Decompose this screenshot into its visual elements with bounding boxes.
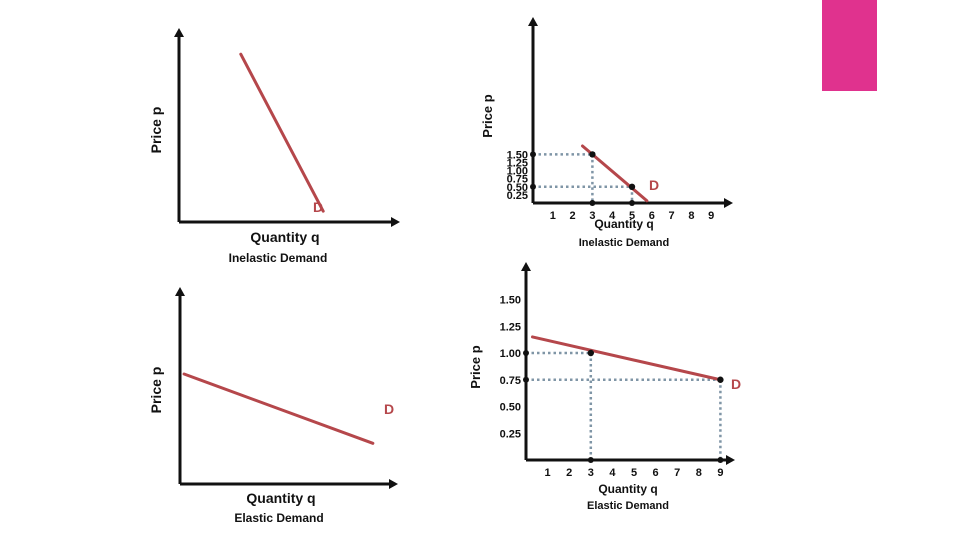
x-tick-label: 7 — [674, 467, 680, 479]
y-tick-label: 0.50 — [500, 402, 521, 414]
data-point — [589, 151, 596, 158]
y-tick-label: 1.25 — [500, 321, 521, 333]
x-tick-label: 8 — [696, 467, 702, 479]
y-tick-label: 0.50 — [507, 182, 528, 194]
y-axis-point-marker — [523, 350, 529, 356]
x-tick-label: 6 — [653, 467, 659, 479]
chart-top-left: Price p Quantity q Inelastic Demand D — [148, 28, 400, 265]
x-axis-point-marker — [587, 457, 594, 463]
y-tick-label: 0.25 — [507, 190, 528, 202]
y-axis-point-marker — [530, 151, 536, 158]
y-axis-label: Price p — [468, 345, 483, 388]
x-tick-label: 2 — [570, 210, 576, 222]
y-axis-arrow — [174, 28, 184, 37]
x-axis-label: Quantity q — [250, 229, 319, 245]
x-tick-label: 3 — [589, 210, 595, 222]
x-tick-label: 3 — [588, 467, 594, 479]
y-tick-label: 1.50 — [500, 295, 521, 307]
y-axis-label: Price p — [148, 107, 164, 154]
x-tick-label: 9 — [708, 210, 714, 222]
y-axis-arrow — [521, 262, 531, 271]
x-axis-point-marker — [589, 200, 596, 206]
x-tick-label: 8 — [688, 210, 694, 222]
x-tick-label: 4 — [609, 210, 616, 222]
x-tick-label: 1 — [550, 210, 556, 222]
x-axis-point-marker — [717, 457, 724, 463]
demand-curve-line — [530, 335, 722, 382]
x-axis-label: Quantity q — [246, 490, 315, 506]
chart-subtitle: Inelastic Demand — [579, 237, 669, 249]
chart-subtitle: Inelastic Demand — [229, 251, 328, 265]
accent-bar — [822, 0, 877, 91]
x-axis-label: Quantity q — [598, 482, 657, 496]
demand-curve-label: D — [313, 199, 323, 215]
demand-curve-label: D — [649, 177, 659, 193]
y-tick-label: 1.50 — [507, 149, 528, 161]
demand-curve-label: D — [731, 376, 741, 392]
data-point — [587, 349, 594, 357]
x-axis-arrow — [389, 479, 398, 489]
demand-curve-line — [182, 372, 375, 445]
y-tick-label: 1.00 — [507, 166, 528, 178]
x-axis-arrow — [724, 198, 733, 208]
y-axis-point-marker — [523, 376, 529, 383]
y-tick-label: 0.25 — [500, 428, 521, 440]
x-tick-label: 6 — [649, 210, 655, 222]
y-tick-label: 1.25 — [507, 158, 528, 170]
x-tick-label: 5 — [631, 467, 637, 479]
x-axis-label: Quantity q — [594, 217, 653, 231]
x-tick-label: 9 — [717, 467, 723, 479]
x-tick-label: 2 — [566, 467, 572, 479]
y-axis-arrow — [175, 287, 185, 296]
demand-curve-line — [239, 52, 325, 213]
chart-subtitle: Elastic Demand — [587, 500, 669, 512]
y-axis-arrow — [528, 17, 538, 26]
y-tick-label: 0.75 — [500, 375, 521, 387]
chart-bottom-right: 1 2 3 4 5 6 7 8 9 0.25 0.50 0.75 1.00 1.25 1.50 Price p… — [468, 262, 741, 512]
chart-top-right: 1 2 3 4 5 6 7 8 9 0.250.500.751.001.251.50 Price p… — [480, 17, 733, 249]
chart-bottom-left: Price p Quantity q Elastic Demand D — [148, 287, 398, 525]
x-tick-label: 4 — [609, 467, 616, 479]
y-axis-point-marker — [530, 183, 536, 190]
x-axis-arrow — [726, 455, 735, 465]
x-tick-label: 1 — [545, 467, 551, 479]
x-axis-arrow — [391, 217, 400, 227]
x-axis-point-marker — [629, 200, 635, 206]
data-point — [717, 376, 724, 383]
x-tick-label: 7 — [669, 210, 675, 222]
y-tick-label: 0.75 — [507, 174, 528, 186]
y-axis-label: Price p — [148, 367, 164, 414]
y-axis-label: Price p — [480, 94, 495, 137]
demand-curve-label: D — [384, 401, 394, 417]
data-point — [628, 183, 636, 190]
chart-subtitle: Elastic Demand — [234, 511, 323, 525]
y-tick-label: 1.00 — [500, 348, 521, 360]
x-tick-label: 5 — [629, 210, 635, 222]
